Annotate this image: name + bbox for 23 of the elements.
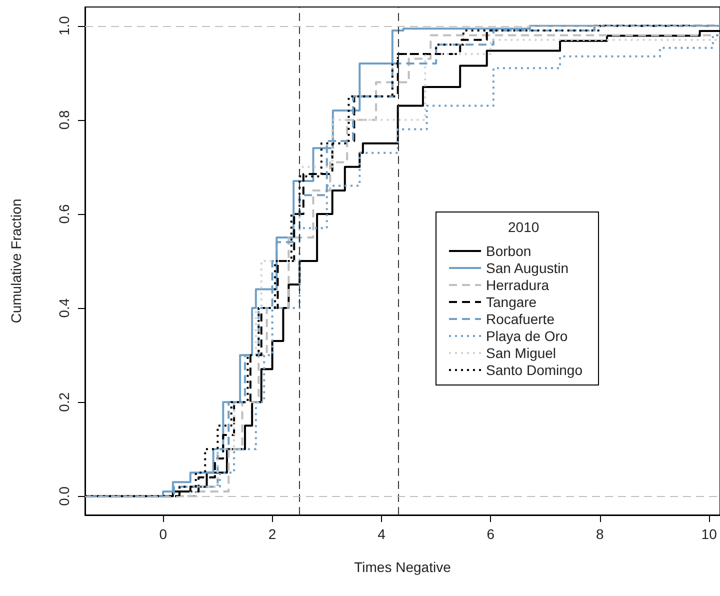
y-tick-label: 0.0 [56, 486, 72, 506]
y-tick-label: 0.4 [56, 298, 72, 318]
y-tick-label: 0.8 [56, 110, 72, 130]
legend-label: Rocafuerte [486, 311, 555, 327]
legend-label: Tangare [486, 294, 537, 310]
x-tick-label: 0 [159, 526, 168, 542]
legend-label: San Miguel [486, 345, 556, 361]
x-tick-label: 4 [378, 526, 386, 542]
legend-label: Santo Domingo [486, 362, 583, 378]
legend-label: Borbon [486, 243, 532, 259]
x-tick-label: 2 [268, 526, 276, 542]
x-axis-title: Times Negative [354, 559, 452, 575]
y-axis-title: Cumulative Fraction [8, 198, 24, 324]
x-tick-label: 8 [596, 526, 604, 542]
legend-label: Herradura [486, 277, 550, 293]
legend-label: Playa de Oro [486, 328, 568, 344]
y-tick-label: 1.0 [56, 16, 72, 36]
legend-title: 2010 [508, 219, 540, 235]
y-tick-label: 0.2 [56, 392, 72, 412]
legend-label: San Augustin [486, 260, 569, 276]
y-tick-label: 0.6 [56, 204, 72, 224]
x-tick-label: 10 [701, 526, 718, 542]
x-tick-label: 6 [486, 526, 495, 542]
